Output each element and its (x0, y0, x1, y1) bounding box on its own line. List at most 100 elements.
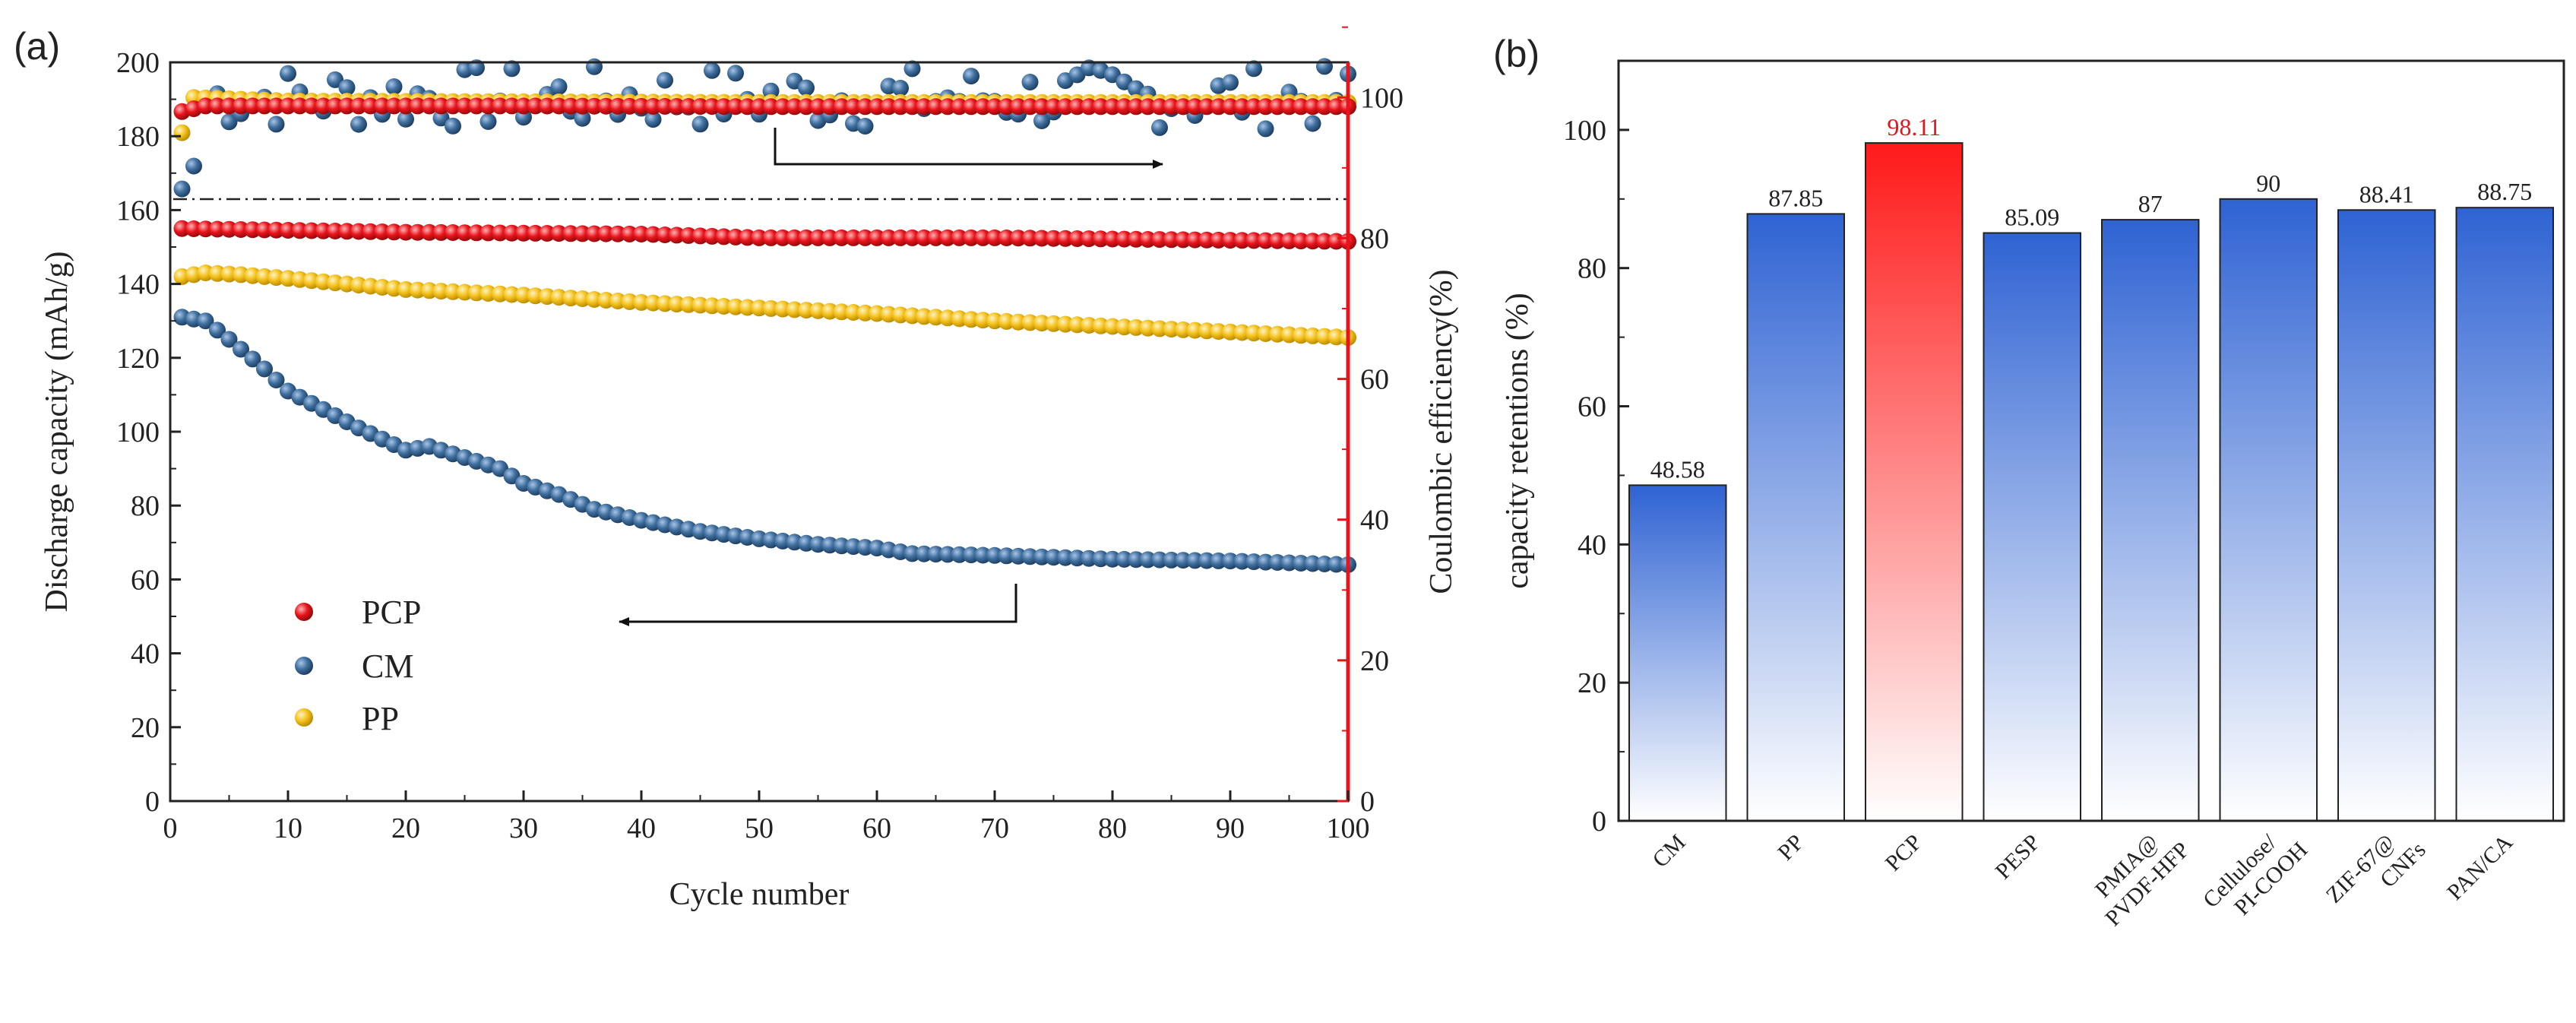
point-pcp-capacity (704, 227, 720, 245)
point-pp-capacity (821, 302, 838, 320)
point-pcp-efficiency (1222, 98, 1239, 116)
point-pcp-capacity (621, 225, 638, 242)
point-pcp-capacity (751, 229, 767, 246)
x-tick-label: 10 (274, 812, 302, 844)
point-pcp-capacity (385, 223, 403, 241)
bar-8 (2455, 207, 2554, 822)
y2-tick-label: 60 (1360, 364, 1389, 396)
point-cm-efficiency (503, 60, 521, 78)
point-pcp-efficiency (798, 98, 815, 116)
point-pcp-efficiency (856, 98, 874, 116)
point-pcp-capacity (691, 227, 709, 245)
point-cm-efficiency (338, 79, 356, 97)
y-tick-label: 120 (116, 343, 160, 375)
point-cm-capacity (1033, 548, 1050, 565)
point-pp-capacity (527, 287, 544, 305)
point-pp-capacity (1104, 318, 1121, 335)
x-tick-label: 0 (163, 812, 178, 844)
point-pcp-capacity (798, 229, 815, 246)
bar-y-tick-label: 0 (1592, 806, 1606, 838)
point-cm-capacity (233, 340, 249, 358)
point-pp-capacity (1328, 328, 1345, 346)
point-pcp-capacity (715, 228, 733, 245)
point-pcp-efficiency (256, 97, 273, 115)
point-pp-capacity (1045, 315, 1062, 332)
point-pcp-capacity (432, 223, 450, 241)
point-cm-capacity (927, 546, 945, 563)
point-cm-capacity (1233, 553, 1251, 570)
point-pcp-capacity (633, 226, 650, 242)
point-pp-capacity (845, 304, 862, 321)
point-pcp-capacity (916, 229, 932, 246)
point-cm-efficiency (432, 109, 450, 127)
point-pp-capacity (1092, 317, 1109, 334)
point-pp-capacity (409, 281, 426, 299)
bar-y-tick-label: 80 (1578, 253, 1606, 285)
bar-y-tick-label: 100 (1563, 115, 1606, 147)
point-pp-capacity (715, 298, 733, 315)
point-pcp-capacity (303, 222, 320, 239)
point-cm-efficiency (644, 111, 662, 128)
bars-group: 48.58 87.85 98.11 85.09 87 90 88.41 88.75 (1628, 113, 2554, 822)
point-cm-efficiency (963, 68, 979, 85)
point-pcp-capacity (1293, 233, 1309, 250)
legend-label-pcp: PCP (362, 594, 421, 631)
point-cm-capacity (1222, 553, 1239, 570)
point-pcp-capacity (445, 224, 461, 241)
point-pcp-capacity (833, 229, 850, 246)
point-pcp-efficiency (1116, 98, 1133, 116)
point-pp-capacity (479, 285, 497, 302)
point-pcp-efficiency (963, 98, 979, 116)
point-cm-capacity (903, 545, 921, 562)
point-pcp-efficiency (1175, 98, 1191, 116)
y-tick-label: 80 (131, 490, 160, 522)
point-pcp-capacity (421, 223, 438, 241)
point-pcp-capacity (821, 229, 838, 246)
category-line: CM (1647, 830, 1690, 873)
point-pcp-capacity (727, 228, 744, 245)
point-cm-capacity (256, 360, 273, 378)
point-pcp-capacity (1233, 232, 1251, 249)
point-cm-capacity (1186, 552, 1204, 569)
point-cm-efficiency (762, 82, 780, 100)
point-pcp-efficiency (809, 98, 827, 116)
point-cm-capacity (1010, 547, 1027, 565)
point-pcp-efficiency (1092, 98, 1109, 116)
point-cm-efficiency (385, 78, 403, 95)
point-pcp-capacity (1081, 230, 1097, 248)
point-pp-capacity (1210, 323, 1227, 340)
point-pcp-capacity (986, 229, 1003, 246)
point-pp-capacity (1293, 327, 1309, 344)
point-cm-capacity (1293, 555, 1309, 572)
point-pcp-capacity (1139, 231, 1157, 248)
point-cm-capacity (1280, 554, 1298, 572)
bar-value-label: 87.85 (1768, 184, 1823, 211)
point-pcp-efficiency (315, 97, 332, 115)
point-pcp-efficiency (633, 97, 650, 115)
point-pcp-efficiency (916, 98, 932, 116)
point-cm-efficiency (704, 62, 720, 79)
left-y-axis-title: Discharge capacity (mAh/g) (40, 251, 74, 612)
point-cm-capacity (1128, 551, 1144, 569)
point-pcp-efficiency (445, 97, 461, 115)
point-pcp-efficiency (1304, 98, 1321, 116)
point-pp-capacity (1010, 313, 1027, 331)
point-cm-efficiency (1316, 58, 1333, 75)
point-pcp-efficiency (562, 97, 579, 115)
point-pcp-efficiency (1245, 98, 1262, 116)
point-pcp-capacity (951, 229, 968, 246)
point-cm-capacity (1057, 549, 1074, 566)
point-pcp-capacity (680, 226, 697, 244)
bar-value-label: 48.58 (1650, 455, 1705, 483)
point-pcp-capacity (657, 226, 673, 243)
point-pp-capacity (1151, 320, 1168, 337)
point-pcp-efficiency (657, 97, 673, 115)
point-pp-capacity (774, 300, 791, 318)
point-pcp-efficiency (1293, 98, 1309, 116)
point-pp-capacity (1057, 315, 1074, 333)
right-y-axis-ticks: 0 20 40 60 80 100 (1337, 26, 1404, 818)
point-pcp-efficiency (609, 97, 626, 115)
point-cm-efficiency (468, 59, 485, 77)
point-cm-capacity (1081, 550, 1097, 567)
bar-value-label: 90 (2256, 169, 2280, 197)
